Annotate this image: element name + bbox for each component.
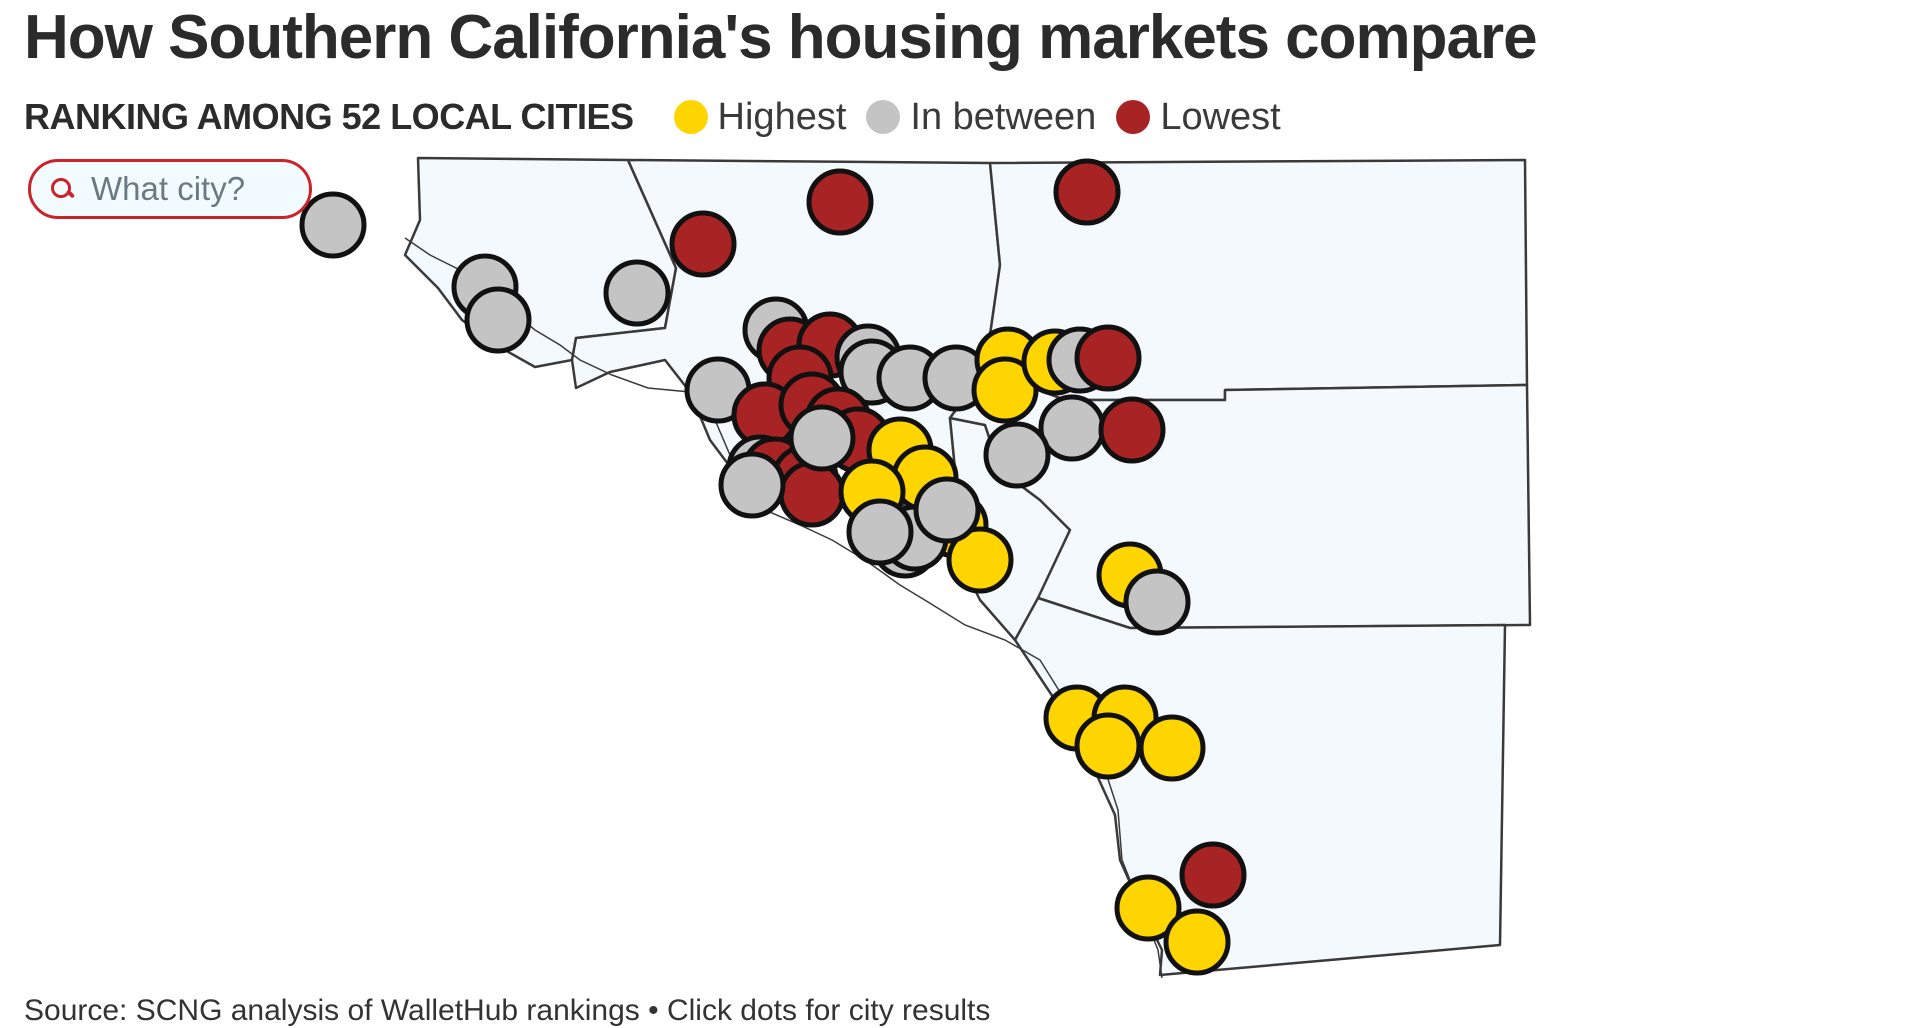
legend-item-highest: Highest	[673, 95, 847, 139]
city-dot-52[interactable]	[913, 476, 981, 544]
legend-label-lowest: Lowest	[1160, 95, 1281, 138]
legend-item-lowest: Lowest	[1116, 95, 1281, 139]
city-dot-16[interactable]	[971, 356, 1039, 424]
city-dot-37[interactable]	[946, 526, 1014, 594]
city-dot-39[interactable]	[1098, 396, 1166, 464]
city-dot-50[interactable]	[788, 404, 856, 472]
page-title: How Southern California's housing market…	[24, 3, 1538, 72]
city-search[interactable]	[28, 159, 312, 219]
city-dot-19[interactable]	[1074, 324, 1142, 392]
city-dot-36[interactable]	[846, 498, 914, 566]
city-dot-49[interactable]	[1163, 908, 1231, 976]
legend-item-in-between: In between	[866, 96, 1096, 139]
city-dot-4[interactable]	[603, 259, 671, 327]
city-dot-3[interactable]	[464, 286, 532, 354]
city-dot-5[interactable]	[669, 210, 737, 278]
city-dot-40[interactable]	[983, 421, 1051, 489]
city-dot-1[interactable]	[299, 191, 367, 259]
city-dots	[299, 158, 1247, 976]
city-dot-38[interactable]	[1038, 394, 1106, 462]
legend-label-highest: Highest	[717, 95, 847, 138]
city-dot-42[interactable]	[1123, 568, 1191, 636]
socal-map	[299, 156, 1532, 979]
legend-dot-lowest	[1116, 100, 1151, 134]
county-san-diego	[1013, 596, 1507, 977]
city-dot-45[interactable]	[1074, 712, 1142, 780]
legend-dot-highest	[673, 100, 708, 134]
search-icon	[49, 176, 76, 202]
legend: RANKING AMONG 52 LOCAL CITIES Highest In…	[24, 92, 1301, 142]
city-search-input[interactable]	[91, 170, 291, 208]
city-dot-51[interactable]	[718, 451, 786, 519]
city-dot-47[interactable]	[1179, 841, 1247, 909]
legend-heading: RANKING AMONG 52 LOCAL CITIES	[24, 96, 634, 137]
city-dot-48[interactable]	[1114, 874, 1182, 942]
city-dot-46[interactable]	[1138, 714, 1206, 782]
legend-label-in-between: In between	[910, 95, 1097, 138]
city-dot-6[interactable]	[806, 168, 874, 236]
city-dot-31[interactable]	[778, 460, 846, 528]
source-note: Source: SCNG analysis of WalletHub ranki…	[24, 994, 991, 1027]
city-dot-7[interactable]	[1053, 158, 1121, 226]
legend-dot-in-between	[866, 100, 901, 134]
